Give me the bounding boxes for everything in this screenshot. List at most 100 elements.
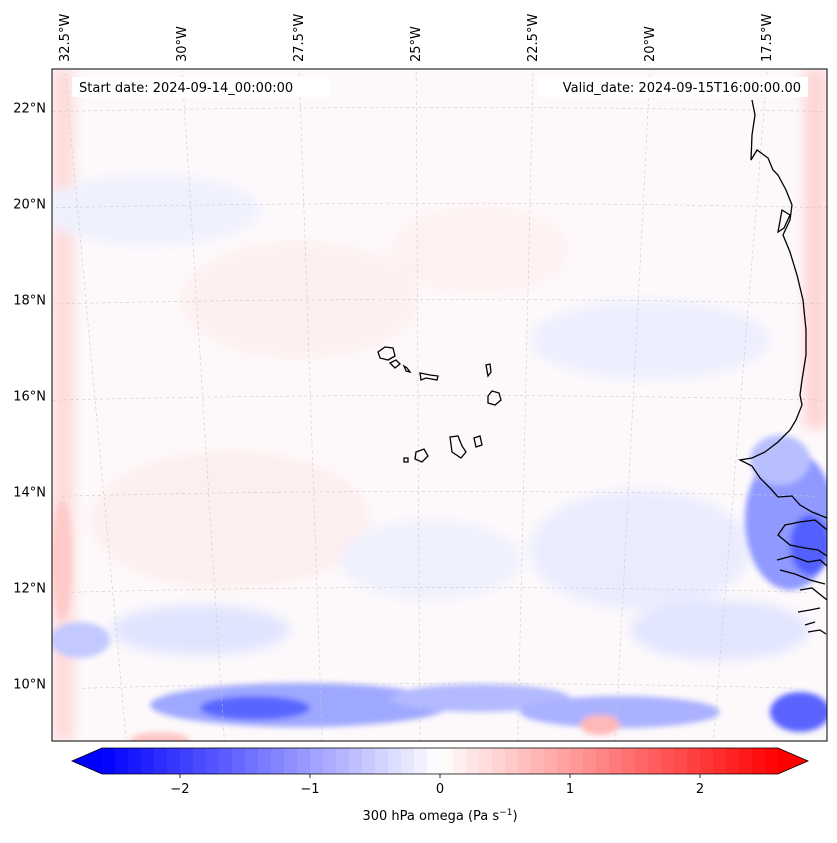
colorbar-step xyxy=(635,748,649,774)
lon-tick-label: 17.5°W xyxy=(760,14,775,62)
colorbar-step xyxy=(128,748,142,774)
negative-patch-west xyxy=(52,622,110,658)
meridian-line xyxy=(64,72,127,741)
colorbar-step xyxy=(440,748,454,774)
colorbar-step xyxy=(154,748,168,774)
start-date-label: Start date: 2024-09-14_00:00:00 xyxy=(79,81,293,96)
gambia-coast xyxy=(776,555,827,585)
meridian-line xyxy=(517,69,534,741)
faint-negative-patch xyxy=(530,300,770,380)
colorbar-tick-label: −2 xyxy=(170,782,189,797)
island-santiago xyxy=(449,435,467,459)
colorbar-step xyxy=(284,748,298,774)
lat-tick-label: 18°N xyxy=(13,293,46,308)
faint-positive-patch xyxy=(90,450,370,590)
colorbar-step xyxy=(557,748,571,774)
colorbar-step xyxy=(219,748,233,774)
lon-tick-label: 22.5°W xyxy=(526,14,541,62)
meridian-line xyxy=(298,69,323,741)
faint-negative-patch xyxy=(110,605,290,655)
colorbar-step xyxy=(622,748,636,774)
valid-date-label: Valid_date: 2024-09-15T16:00:00.00 xyxy=(563,81,801,96)
negative-band-south xyxy=(390,684,570,712)
colorbar-step xyxy=(518,748,532,774)
coastlines xyxy=(377,99,827,635)
lat-tick-label: 14°N xyxy=(13,485,46,500)
meridian-line xyxy=(181,70,225,741)
longitude-labels: 32.5°W 30°W 27.5°W 25°W 22.5°W 20°W 17.5°W xyxy=(58,14,775,62)
colorbar-step xyxy=(700,748,714,774)
map-panel[interactable]: Start date: 2024-09-14_00:00:00 Valid_da… xyxy=(22,68,837,748)
colorbar-tick-label: 0 xyxy=(436,782,444,797)
lon-tick-label: 25°W xyxy=(409,26,424,62)
colorbar-step xyxy=(245,748,259,774)
faint-negative-patch xyxy=(52,175,260,245)
colorbar-step xyxy=(492,748,506,774)
parallel-line xyxy=(81,683,798,689)
lon-tick-label: 32.5°W xyxy=(58,14,73,62)
lat-tick-label: 22°N xyxy=(13,101,46,116)
colorbar-step xyxy=(206,748,220,774)
lon-tick-label: 20°W xyxy=(643,26,658,62)
island-sao-nicolau xyxy=(419,372,439,381)
parallel-line xyxy=(71,587,808,593)
colorbar-step xyxy=(713,748,727,774)
colorbar-step xyxy=(427,748,441,774)
colorbar-step xyxy=(726,748,740,774)
colorbar-step xyxy=(544,748,558,774)
colorbar-step xyxy=(141,748,155,774)
colorbar-step xyxy=(596,748,610,774)
lon-tick-label: 27.5°W xyxy=(292,14,307,62)
colorbar-step xyxy=(505,748,519,774)
colorbar-step xyxy=(362,748,376,774)
colorbar-step xyxy=(752,748,766,774)
meridian-line xyxy=(713,71,768,741)
colorbar-step xyxy=(167,748,181,774)
colorbar-step xyxy=(375,748,389,774)
colorbar-step xyxy=(310,748,324,774)
senegal-inlet xyxy=(777,208,791,234)
colorbar-step xyxy=(479,748,493,774)
lat-tick-label: 16°N xyxy=(13,389,46,404)
colorbar-step xyxy=(531,748,545,774)
africa-coastline xyxy=(737,99,827,519)
colorbar-tick-label: 1 xyxy=(566,782,574,797)
colorbar-step xyxy=(258,748,272,774)
positive-patch-south xyxy=(130,732,190,741)
colorbar-extend-low xyxy=(72,748,102,774)
faint-positive-patch xyxy=(390,205,570,295)
negative-core-se xyxy=(770,692,827,732)
island-maio xyxy=(473,435,483,448)
latitude-labels: 10°N 12°N 14°N 16°N 18°N 20°N 22°N xyxy=(13,101,46,692)
colorbar-step xyxy=(232,748,246,774)
faint-negative-patch xyxy=(340,520,520,600)
colorbar-extend-high xyxy=(778,748,808,774)
parallel-line xyxy=(52,299,827,305)
faint-negative-patch xyxy=(630,600,810,660)
colorbar-step xyxy=(583,748,597,774)
island-santa-luzia xyxy=(402,364,412,374)
colorbar-ticks: −2 −1 0 1 2 xyxy=(170,774,704,797)
colorbar-step xyxy=(609,748,623,774)
colorbar-step xyxy=(271,748,285,774)
omega-field xyxy=(52,69,827,741)
colorbar-step xyxy=(297,748,311,774)
guinea-bissau-coast xyxy=(797,587,827,635)
island-sao-vicente xyxy=(388,359,401,369)
colorbar-step xyxy=(336,748,350,774)
colorbar-step xyxy=(193,748,207,774)
colorbar-step xyxy=(401,748,415,774)
parallel-line xyxy=(52,203,827,209)
colorbar-step xyxy=(414,748,428,774)
colorbar-step xyxy=(570,748,584,774)
edge-band-east xyxy=(804,69,827,429)
island-sal xyxy=(485,363,492,378)
colorbar-step xyxy=(388,748,402,774)
colorbar-step xyxy=(674,748,688,774)
colorbar-step xyxy=(739,748,753,774)
lat-tick-label: 12°N xyxy=(13,581,46,596)
header-box-left xyxy=(72,77,330,97)
colorbar-step xyxy=(687,748,701,774)
